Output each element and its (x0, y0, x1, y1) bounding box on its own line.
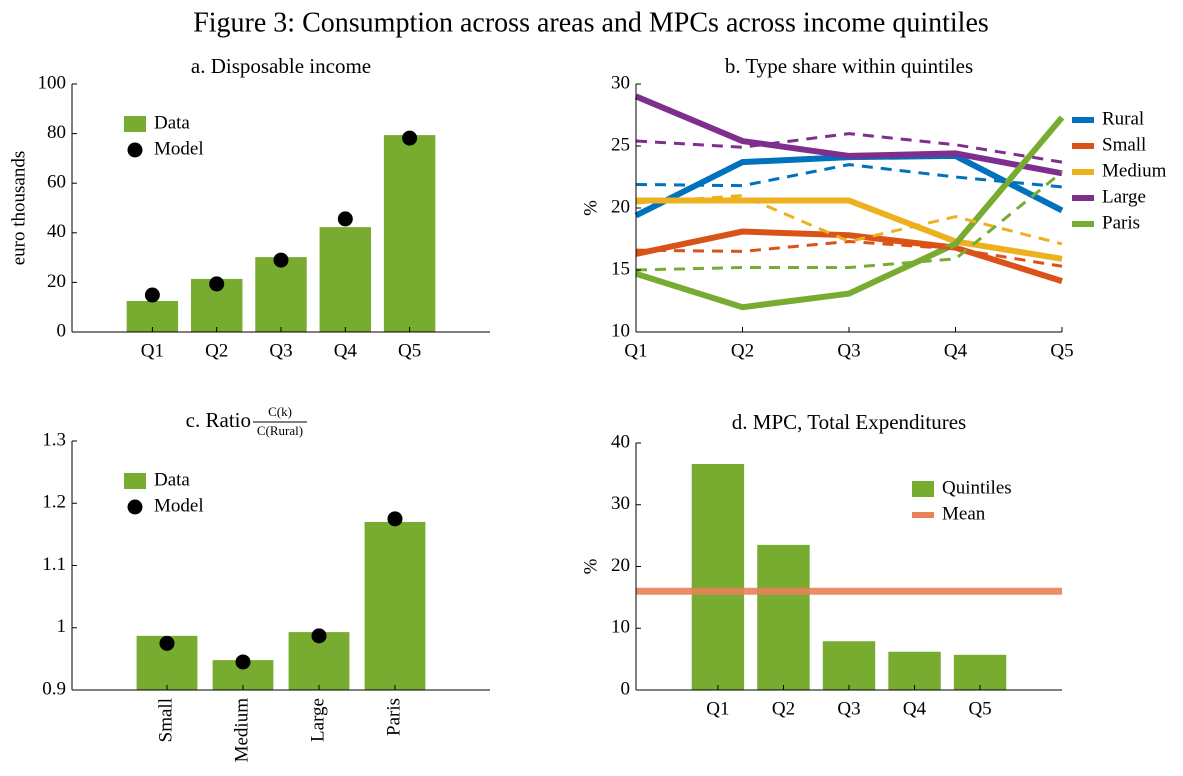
y-tick-label: 1.2 (42, 492, 66, 513)
legend-swatch (127, 499, 143, 515)
x-tick-label: Q2 (731, 340, 754, 361)
y-axis-label: % (580, 200, 601, 216)
x-tick-label: Q5 (398, 340, 421, 361)
legend-swatch (912, 481, 934, 497)
x-tick-label: Q3 (837, 698, 860, 719)
dashed-line (635, 132, 1063, 164)
y-tick-label: 40 (47, 221, 66, 242)
y-axis-label: % (580, 558, 601, 574)
bar (383, 135, 436, 332)
model-dot (337, 211, 353, 227)
legend-label: Paris (1102, 212, 1140, 233)
bar (255, 257, 307, 332)
dashed-line (635, 239, 1063, 268)
x-tick-label: Small (155, 698, 176, 742)
x-tick-label: Q3 (837, 340, 860, 361)
model-dot (159, 635, 175, 651)
line (635, 115, 1065, 311)
model-dot (273, 252, 289, 268)
y-tick-label: 1.1 (42, 554, 66, 575)
x-tick-label: Q4 (903, 698, 927, 719)
x-tick-label: Q4 (334, 340, 358, 361)
model-dot (235, 654, 251, 670)
legend-swatch (124, 473, 146, 489)
bar (126, 301, 179, 332)
y-tick-label: 1.3 (42, 429, 66, 450)
bar (319, 227, 372, 332)
y-tick-label: 0 (621, 678, 631, 699)
legend-label: Rural (1102, 108, 1144, 129)
legend-swatch (127, 142, 143, 158)
line (634, 93, 1063, 177)
legend-swatch (124, 116, 146, 132)
y-tick-label: 30 (611, 72, 630, 93)
legend-label: Mean (942, 503, 986, 524)
chart-title: a. Disposable income (191, 54, 371, 78)
dashed-line (635, 170, 1063, 272)
bar (888, 651, 941, 690)
x-tick-label: Q4 (944, 340, 968, 361)
y-tick-label: 40 (611, 431, 630, 452)
legend-label: Small (1102, 134, 1146, 155)
line (635, 228, 1063, 285)
x-tick-label: Paris (383, 698, 404, 736)
y-tick-label: 10 (611, 320, 630, 341)
y-tick-label: 80 (47, 122, 66, 143)
y-tick-label: 20 (611, 196, 630, 217)
bar (691, 463, 745, 690)
model-dot (387, 511, 403, 527)
legend-label: Data (154, 469, 190, 490)
legend-label: Large (1102, 186, 1146, 207)
bar (822, 641, 876, 690)
bar (364, 521, 426, 690)
x-tick-label: Q1 (624, 340, 647, 361)
y-tick-label: 25 (611, 134, 630, 155)
x-tick-label: Q5 (968, 698, 991, 719)
y-axis-label: euro thousands (8, 151, 29, 266)
chart-title: c. Ratio (186, 408, 251, 432)
chart-title: b. Type share within quintiles (725, 54, 973, 78)
x-tick-label: Q2 (205, 340, 228, 361)
x-tick-label: Q3 (269, 340, 292, 361)
y-tick-label: 20 (611, 555, 630, 576)
bar (953, 654, 1007, 690)
legend-label: Medium (1102, 160, 1167, 181)
legend-label: Data (154, 112, 190, 133)
x-tick-label: Q1 (141, 340, 164, 361)
y-tick-label: 20 (47, 271, 66, 292)
title-numerator: C(k) (268, 404, 292, 419)
model-dot (144, 287, 160, 303)
model-dot (209, 276, 225, 292)
title-denominator: C(Rural) (257, 423, 303, 438)
y-tick-label: 0.9 (42, 678, 66, 699)
legend-label: Quintiles (942, 477, 1012, 498)
y-tick-label: 15 (611, 258, 630, 279)
x-tick-label: Large (307, 698, 328, 742)
dashed-line (635, 163, 1063, 189)
x-tick-label: Q2 (772, 698, 795, 719)
line (636, 197, 1063, 262)
legend-label: Model (154, 495, 204, 516)
figure-title: Figure 3: Consumption across areas and M… (193, 7, 989, 38)
model-dot (402, 130, 418, 146)
model-dot (311, 628, 327, 644)
y-tick-label: 100 (38, 72, 67, 93)
dashed-line (635, 194, 1063, 246)
y-tick-label: 0 (57, 320, 67, 341)
legend-label: Model (154, 138, 204, 159)
y-tick-label: 10 (611, 617, 630, 638)
x-tick-label: Q1 (706, 698, 729, 719)
x-tick-label: Q5 (1050, 340, 1073, 361)
y-tick-label: 30 (611, 493, 630, 514)
bar (757, 544, 810, 690)
y-tick-label: 1 (57, 616, 67, 637)
y-tick-label: 60 (47, 172, 66, 193)
chart-title: d. MPC, Total Expenditures (732, 410, 966, 434)
x-tick-label: Medium (231, 698, 252, 763)
